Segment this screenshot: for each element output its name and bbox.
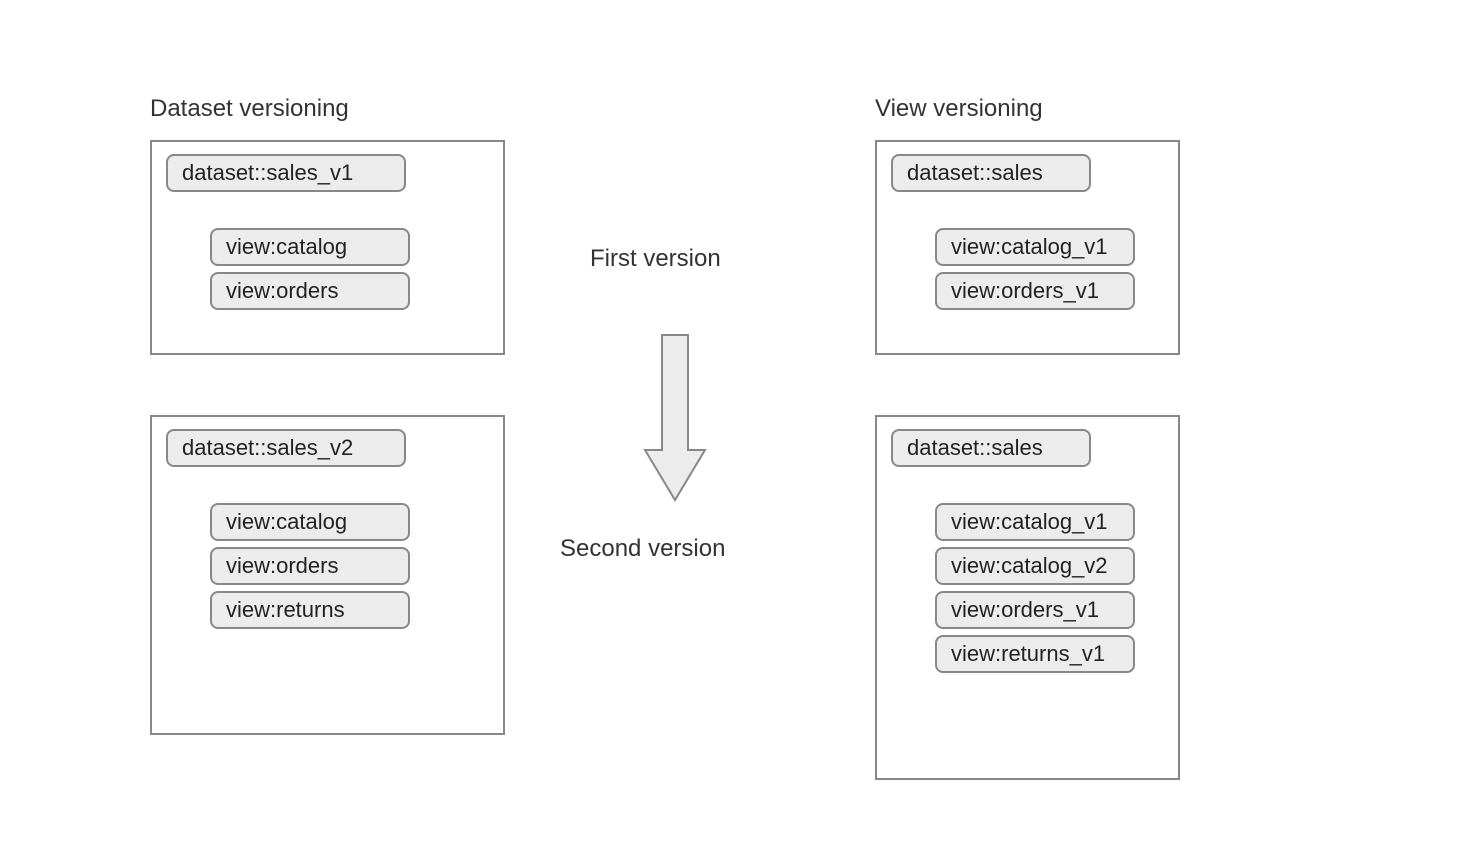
dataset-label: dataset::sales_v1 (166, 154, 406, 192)
views-group: view:catalog view:orders view:returns (210, 503, 489, 635)
view-label: view:orders_v1 (935, 272, 1135, 310)
left-box-1: dataset::sales_v1 view:catalog view:orde… (150, 140, 505, 355)
view-label: view:orders (210, 272, 410, 310)
dataset-label: dataset::sales (891, 154, 1091, 192)
center-label-first: First version (590, 245, 721, 273)
view-label: view:orders_v1 (935, 591, 1135, 629)
view-label: view:catalog (210, 503, 410, 541)
views-group: view:catalog_v1 view:orders_v1 (935, 228, 1164, 316)
right-box-1: dataset::sales view:catalog_v1 view:orde… (875, 140, 1180, 355)
dataset-label: dataset::sales (891, 429, 1091, 467)
view-label: view:returns_v1 (935, 635, 1135, 673)
views-group: view:catalog_v1 view:catalog_v2 view:ord… (935, 503, 1164, 679)
view-label: view:catalog_v2 (935, 547, 1135, 585)
views-group: view:catalog view:orders (210, 228, 489, 316)
right-box-2: dataset::sales view:catalog_v1 view:cata… (875, 415, 1180, 780)
dataset-label: dataset::sales_v2 (166, 429, 406, 467)
center-label-second: Second version (560, 535, 725, 563)
down-arrow-icon (640, 330, 710, 510)
right-title: View versioning (875, 95, 1043, 123)
view-label: view:catalog (210, 228, 410, 266)
view-label: view:catalog_v1 (935, 503, 1135, 541)
view-label: view:catalog_v1 (935, 228, 1135, 266)
left-title: Dataset versioning (150, 95, 349, 123)
left-box-2: dataset::sales_v2 view:catalog view:orde… (150, 415, 505, 735)
view-label: view:returns (210, 591, 410, 629)
view-label: view:orders (210, 547, 410, 585)
